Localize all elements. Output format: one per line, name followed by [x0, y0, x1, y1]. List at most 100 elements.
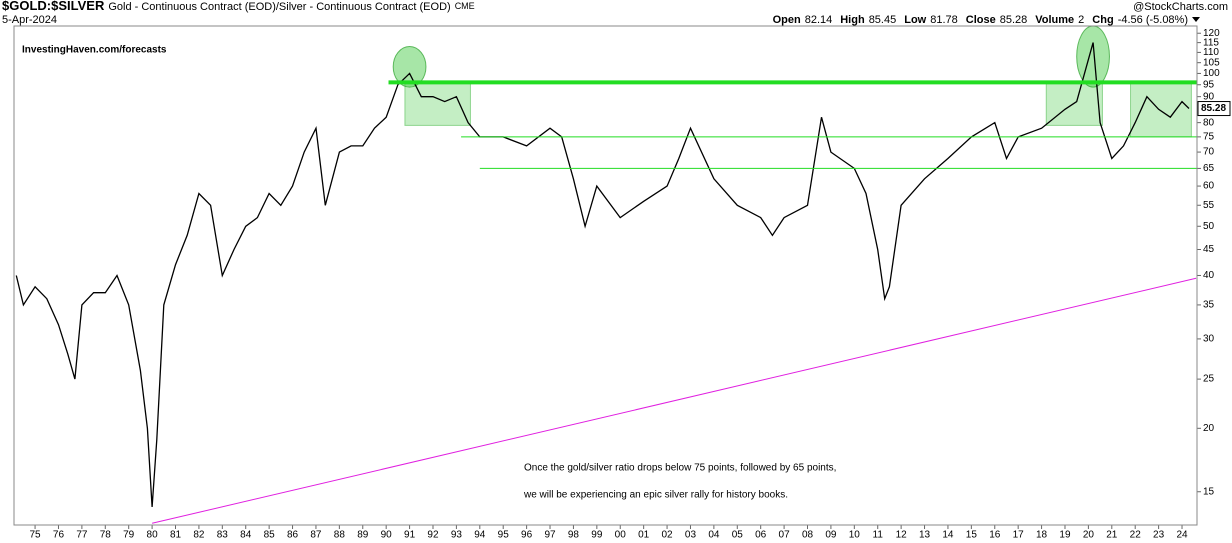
stat-label: Volume: [1035, 14, 1074, 26]
price-line: [15, 42, 1190, 508]
x-tick-label: 07: [779, 530, 791, 541]
y-tick-label: 110: [1203, 47, 1219, 58]
y-tick-label: 105: [1203, 57, 1220, 68]
watermark: InvestingHaven.com/forecasts: [22, 45, 167, 56]
y-tick-label: 40: [1203, 270, 1215, 281]
x-tick-label: 94: [474, 530, 486, 541]
x-tick-label: 92: [427, 530, 439, 541]
y-tick-label: 30: [1203, 334, 1215, 345]
x-tick-label: 13: [919, 530, 931, 541]
x-tick-label: 18: [1036, 530, 1048, 541]
x-tick-label: 96: [521, 530, 533, 541]
stat-value: -4.56 (-5.08%): [1118, 14, 1188, 26]
y-tick-label: 50: [1203, 221, 1215, 232]
stats: Open 82.14 High 85.45 Low 81.78 Close 85.28 Volu…: [773, 14, 1188, 26]
y-tick-label: 100: [1203, 68, 1220, 79]
highlight-zone: [404, 81, 471, 126]
x-tick-label: 75: [30, 530, 42, 541]
x-tick-label: 98: [568, 530, 580, 541]
y-tick-label: 70: [1203, 147, 1215, 158]
x-tick-label: 88: [334, 530, 346, 541]
x-tick-label: 04: [708, 530, 720, 541]
x-tick-label: 03: [685, 530, 697, 541]
stat-label: Chg: [1092, 14, 1113, 26]
x-tick-label: 76: [53, 530, 65, 541]
x-tick-label: 08: [802, 530, 814, 541]
stat-value: 82.14: [805, 14, 833, 26]
x-tick-label: 21: [1106, 530, 1118, 541]
y-tick-label: 115: [1203, 37, 1219, 48]
x-tick-label: 84: [240, 530, 252, 541]
x-tick-label: 16: [989, 530, 1001, 541]
last-price-box: [1197, 101, 1231, 117]
x-tick-label: 77: [76, 530, 88, 541]
x-tick-label: 89: [357, 530, 369, 541]
header-line: $GOLD:$SILVER Gold - Continuous Contract …: [2, 0, 475, 13]
x-tick-label: 79: [123, 530, 135, 541]
x-tick-label: 22: [1130, 530, 1142, 541]
y-tick-label: 120: [1203, 28, 1220, 39]
y-tick-label: 80: [1203, 117, 1215, 128]
x-tick-label: 11: [873, 530, 884, 541]
x-tick-label: 10: [849, 530, 861, 541]
x-tick-label: 06: [755, 530, 767, 541]
x-tick-label: 80: [147, 530, 159, 541]
x-tick-label: 00: [615, 530, 627, 541]
x-tick-label: 12: [896, 530, 908, 541]
down-arrow: [1192, 17, 1200, 22]
x-tick-label: 86: [287, 530, 299, 541]
stat-value: 81.78: [930, 14, 958, 26]
x-tick-label: 09: [825, 530, 837, 541]
stat-label: Low: [904, 14, 926, 26]
y-tick-label: 75: [1203, 132, 1215, 143]
x-tick-label: 19: [1059, 530, 1071, 541]
y-tick-label: 95: [1203, 79, 1215, 90]
y-tick-label: 15: [1203, 486, 1215, 497]
x-tick-label: 99: [591, 530, 603, 541]
x-tick-label: 01: [638, 530, 650, 541]
x-tick-label: 85: [264, 530, 276, 541]
annotation: Once the gold/silver ratio drops below 7…: [524, 463, 836, 474]
date: 5-Apr-2024: [2, 14, 57, 26]
x-tick-label: 87: [310, 530, 322, 541]
x-tick-label: 17: [1013, 530, 1025, 541]
y-tick-label: 55: [1203, 200, 1215, 211]
highlight-ellipse: [392, 45, 427, 88]
last-price-label: 85.28: [1201, 103, 1226, 114]
plot-frame: [13, 25, 1198, 526]
description: Gold - Continuous Contract (EOD)/Silver …: [108, 1, 450, 13]
highlight-ellipse: [1076, 25, 1110, 88]
x-tick-label: 91: [404, 530, 416, 541]
x-tick-label: 02: [661, 530, 673, 541]
y-tick-label: 60: [1203, 181, 1215, 192]
annotation: we will be experiencing an epic silver r…: [523, 490, 788, 501]
x-tick-label: 20: [1083, 530, 1095, 541]
y-tick-label: 20: [1203, 423, 1215, 434]
x-tick-label: 78: [100, 530, 112, 541]
stat-value: 2: [1078, 14, 1084, 26]
stat-label: Open: [773, 14, 801, 26]
highlight-zone: [1130, 81, 1192, 138]
x-tick-label: 23: [1153, 530, 1165, 541]
y-tick-label: 35: [1203, 300, 1215, 311]
stat-value: 85.45: [869, 14, 897, 26]
y-tick-label: 90: [1203, 91, 1215, 102]
x-tick-label: 95: [498, 530, 510, 541]
stat-label: High: [840, 14, 865, 26]
y-tick-label: 45: [1203, 244, 1215, 255]
source: @StockCharts.com: [1133, 1, 1228, 13]
exchange: CME: [455, 1, 475, 11]
x-tick-label: 05: [732, 530, 744, 541]
symbol: $GOLD:$SILVER: [2, 0, 105, 13]
x-tick-label: 14: [942, 530, 954, 541]
x-tick-label: 90: [381, 530, 393, 541]
x-tick-label: 15: [966, 530, 978, 541]
y-tick-label: 65: [1203, 163, 1215, 174]
y-tick-label: 25: [1203, 374, 1215, 385]
x-tick-label: 83: [217, 530, 229, 541]
x-tick-label: 82: [193, 530, 205, 541]
x-tick-label: 93: [451, 530, 463, 541]
x-tick-label: 24: [1176, 530, 1188, 541]
x-tick-label: 81: [170, 530, 182, 541]
